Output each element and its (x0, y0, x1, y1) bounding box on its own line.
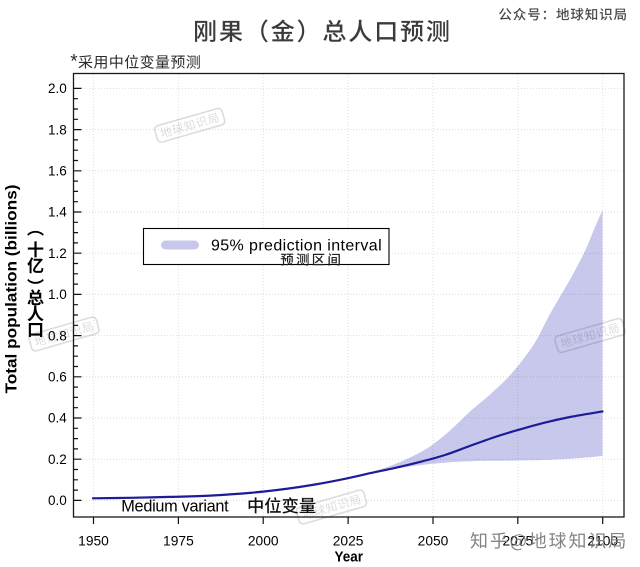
svg-text:*: * (70, 51, 78, 72)
svg-text:1.8: 1.8 (48, 122, 67, 137)
svg-text:0.4: 0.4 (48, 411, 67, 426)
svg-text:1975: 1975 (163, 534, 194, 549)
svg-text:Medium variant: Medium variant (121, 497, 229, 515)
svg-text:0.2: 0.2 (48, 452, 67, 467)
svg-text:0.6: 0.6 (48, 370, 67, 385)
svg-text:2025: 2025 (333, 534, 364, 549)
svg-text:1.2: 1.2 (48, 246, 67, 261)
svg-text:95% prediction interval: 95% prediction interval (211, 237, 382, 254)
svg-text:1.0: 1.0 (48, 287, 67, 302)
svg-text:Year: Year (335, 549, 364, 566)
svg-text:Total population (billions): Total population (billions) (4, 185, 21, 394)
svg-text:2075: 2075 (502, 534, 533, 549)
svg-text:1.4: 1.4 (48, 205, 67, 220)
svg-text:2.0: 2.0 (48, 81, 67, 96)
svg-text:2050: 2050 (418, 534, 449, 549)
svg-text:2000: 2000 (248, 534, 279, 549)
svg-text:1.6: 1.6 (48, 164, 67, 179)
svg-text:1950: 1950 (78, 534, 109, 549)
svg-text:0.0: 0.0 (48, 493, 67, 508)
